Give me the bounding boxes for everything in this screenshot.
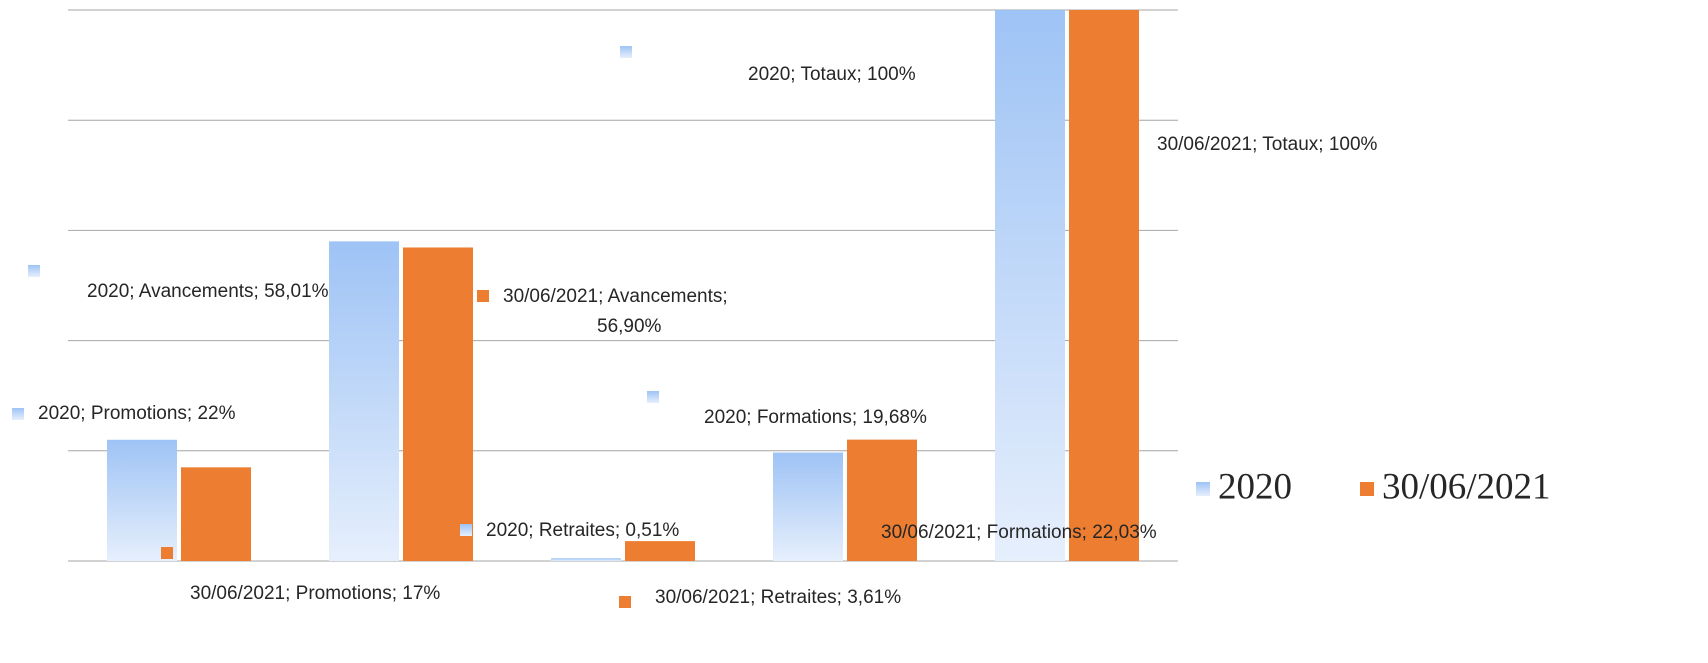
bar bbox=[995, 10, 1065, 561]
bar bbox=[107, 439, 177, 561]
data-label: 30/06/2021; Totaux; 100% bbox=[1157, 134, 1378, 155]
bar bbox=[625, 541, 695, 561]
data-label: 30/06/2021; Formations; 22,03% bbox=[881, 522, 1157, 543]
label-marker bbox=[12, 408, 24, 420]
bar bbox=[773, 452, 843, 561]
label-marker bbox=[477, 290, 489, 302]
data-label: 2020; Retraites; 0,51% bbox=[486, 520, 679, 541]
legend-swatch bbox=[1196, 482, 1210, 496]
label-marker bbox=[647, 391, 659, 403]
label-marker bbox=[460, 524, 472, 536]
legend-label: 2020 bbox=[1218, 466, 1292, 507]
data-label: 2020; Promotions; 22% bbox=[38, 403, 236, 424]
bar bbox=[403, 247, 473, 561]
bar bbox=[551, 558, 621, 561]
bar bbox=[181, 467, 251, 561]
bar bbox=[329, 241, 399, 561]
bar bbox=[847, 439, 917, 561]
data-label: 2020; Formations; 19,68% bbox=[704, 407, 927, 428]
data-label: 30/06/2021; Promotions; 17% bbox=[190, 583, 440, 604]
label-marker bbox=[620, 46, 632, 58]
data-label: 30/06/2021; Avancements; 56,90% bbox=[503, 286, 728, 337]
label-marker bbox=[161, 547, 173, 559]
data-label: 2020; Avancements; 58,01% bbox=[87, 281, 329, 302]
legend-swatch bbox=[1360, 482, 1374, 496]
data-label: 30/06/2021; Retraites; 3,61% bbox=[655, 587, 901, 608]
label-marker bbox=[28, 265, 40, 277]
legend-label: 30/06/2021 bbox=[1382, 466, 1551, 507]
bar bbox=[1069, 10, 1139, 561]
label-marker bbox=[619, 596, 631, 608]
data-label: 2020; Totaux; 100% bbox=[748, 64, 916, 85]
